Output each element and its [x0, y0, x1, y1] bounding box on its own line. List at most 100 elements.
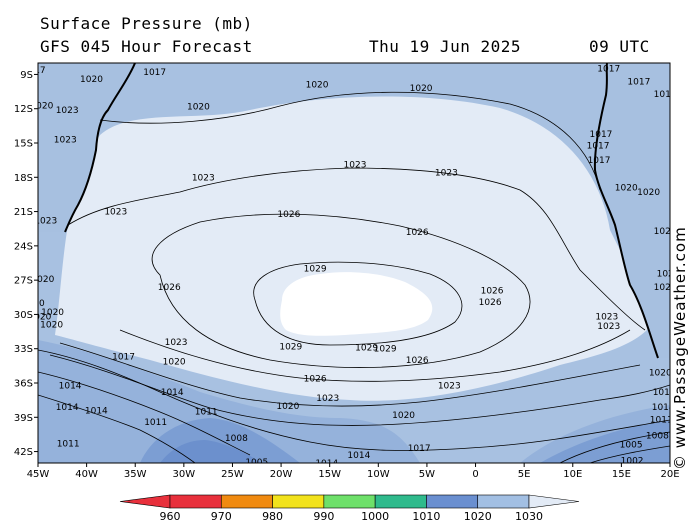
isobar-label: 1005 [620, 441, 643, 451]
lon-tick-label: 0 [472, 469, 478, 480]
lat-tick-label: 39S [14, 413, 33, 424]
isobar-label: 1011 [195, 408, 218, 418]
lat-tick-label: 21S [14, 207, 33, 218]
band-1011-fill-east [540, 420, 670, 463]
legend-swatch [272, 494, 325, 509]
isobar-label: 1017 [588, 156, 611, 166]
isobar-1026-south [119, 329, 631, 382]
isobar-label: 1020 [80, 75, 103, 85]
lon-tick-label: 45W [27, 469, 50, 480]
isobar-label: 1020 [637, 188, 660, 198]
isobar-label: 1020 [40, 321, 63, 331]
legend-swatch [426, 494, 479, 509]
lat-tick-label: 30S [14, 310, 33, 321]
isobar-label: 1029 [355, 344, 378, 354]
isobar-label: 1023 [104, 208, 127, 218]
isobar-label: 1014 [347, 451, 370, 461]
lat-tick-label: 42S [14, 447, 33, 458]
isobar-1020 [99, 91, 601, 191]
isobar-label: 1005 [245, 458, 268, 468]
isobar-label: 1023 [438, 381, 461, 391]
lat-tick-label: 27S [14, 276, 33, 287]
isobar-label: 17 [34, 66, 45, 76]
isobar-label: 1020 [615, 184, 638, 194]
isobar-label: 1026 [406, 228, 429, 238]
lon-tick-label: 25W [221, 469, 244, 480]
lon-tick-label: 15W [318, 469, 341, 480]
isobar-label: 1017 [112, 353, 135, 363]
forecast-time: 09 UTC [589, 37, 650, 56]
isobar-label: 1002 [621, 457, 644, 467]
isobar-lines [38, 91, 670, 463]
isobar-label: 1023 [34, 217, 57, 227]
legend-high-arrow [528, 494, 580, 509]
lon-tick-label: 10W [367, 469, 390, 480]
band-1030-fill [280, 272, 433, 336]
lon-tick-label: 5W [419, 469, 435, 480]
isobar-1002-east [589, 445, 670, 463]
south-america-land [38, 63, 135, 232]
isobar-label: 1020 [30, 101, 53, 111]
isobar-label: 1020 [28, 313, 51, 323]
isobar-label: 1026 [158, 283, 181, 293]
isobar-label: 1017 [654, 90, 677, 100]
legend-label: 970 [211, 510, 232, 523]
latitude-axis: 9S 12S 15S 18S 21S 24S 27S 30S 33S 36S 39S 42S [14, 70, 38, 458]
isobar-label: 1023 [344, 161, 367, 171]
isobar-1017-south [38, 349, 670, 451]
lon-tick-label: 10E [563, 469, 582, 480]
isobar-label: 1023 [435, 169, 458, 179]
isobar-label: 1020 [31, 275, 54, 285]
isobar-1026 [151, 213, 531, 368]
isobar-1023-south [59, 342, 641, 407]
lon-tick-label: 35W [124, 469, 147, 480]
lat-tick-label: 18S [14, 173, 33, 184]
isobar-label: 1014 [315, 459, 338, 469]
isobar-label: 1017 [590, 130, 613, 140]
legend-label: 1030 [515, 510, 543, 523]
africa-coast [593, 63, 659, 359]
band-1023-fill [55, 96, 655, 401]
forecast-label: GFS 045 Hour Forecast [40, 37, 253, 56]
isobar-label: 1014 [56, 403, 79, 413]
isobar-label: 1029 [374, 345, 397, 355]
isobar-1005-east [559, 431, 670, 463]
isobar-label: 1020 [163, 357, 186, 367]
lat-tick-label: 9S [20, 70, 33, 81]
isobar-label: 1020 [654, 283, 677, 293]
legend-label: 1020 [464, 510, 492, 523]
isobar-label: 1020 [187, 102, 210, 112]
isobar-label: 1023 [316, 394, 339, 404]
isobar-label: 1020 [392, 411, 415, 421]
isobar-label: 1020 [41, 308, 64, 318]
isobar-label: 1008 [225, 434, 248, 444]
lon-tick-label: 20W [270, 469, 293, 480]
legend-swatch [374, 494, 427, 509]
coastlines [64, 63, 659, 359]
pressure-legend: 960 970 980 990 1000 1010 1020 1030 [119, 494, 580, 523]
isobar-1011-south [38, 394, 196, 463]
legend-swatch [477, 494, 530, 509]
isobar-label: 1017 [587, 141, 610, 151]
legend-swatch [323, 494, 376, 509]
isobar-label: 1011 [650, 416, 673, 426]
band-1008-fill [160, 440, 262, 463]
longitude-axis: 45W 40W 35W 30W 25W 20W 15W 10W 5W 0 5E 10E 15E 20E [27, 463, 680, 480]
isobar-label: 1020 [657, 269, 680, 279]
isobar-1029 [253, 261, 463, 346]
isobar-1020-south [49, 354, 670, 426]
map-title: Surface Pressure (mb) [40, 14, 253, 33]
lon-tick-label: 20E [660, 469, 679, 480]
lat-tick-label: 12S [14, 104, 33, 115]
legend-label: 1010 [412, 510, 440, 523]
isobar-label: 1014 [652, 403, 675, 413]
isobar-label: 1026 [406, 356, 429, 366]
isobar-label: 1026 [481, 286, 504, 296]
lon-tick-label: 5E [518, 469, 531, 480]
africa-land [594, 63, 670, 358]
isobar-label: 1017 [143, 68, 166, 78]
lat-tick-label: 24S [14, 241, 33, 252]
isobar-label: 1020 [306, 81, 329, 91]
isobar-label: 1026 [304, 374, 327, 384]
